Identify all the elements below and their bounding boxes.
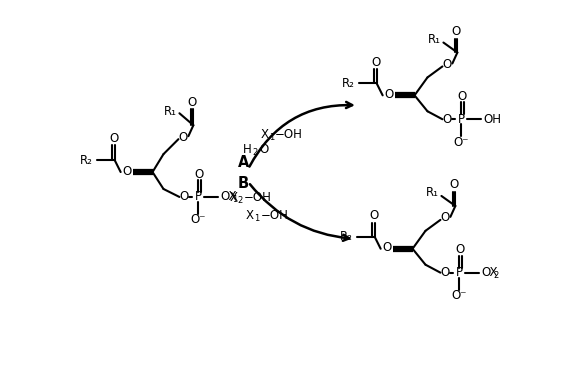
Text: OH: OH <box>483 113 501 126</box>
Text: O: O <box>259 143 268 156</box>
Text: O: O <box>122 164 132 178</box>
Text: O: O <box>369 210 378 222</box>
Text: O: O <box>371 56 380 69</box>
Text: P: P <box>458 113 465 126</box>
Text: P: P <box>456 266 463 279</box>
Text: 1: 1 <box>232 195 237 204</box>
Text: O: O <box>441 266 450 279</box>
Text: O: O <box>180 190 189 203</box>
Text: −OH: −OH <box>244 192 272 204</box>
Text: O: O <box>443 58 452 71</box>
Text: R₁: R₁ <box>428 33 441 46</box>
Text: B: B <box>237 175 249 190</box>
Text: OX: OX <box>220 190 237 203</box>
Text: 2: 2 <box>237 196 243 206</box>
Text: OX: OX <box>481 266 498 279</box>
Text: O: O <box>450 178 459 192</box>
Text: R₂: R₂ <box>340 230 353 243</box>
Text: O: O <box>443 113 452 126</box>
Text: R₁: R₁ <box>426 186 439 199</box>
Text: O: O <box>382 241 391 254</box>
Text: X: X <box>229 192 237 204</box>
Text: O: O <box>456 243 465 256</box>
Text: 2: 2 <box>493 270 498 280</box>
Text: X: X <box>246 210 254 222</box>
Text: O⁻: O⁻ <box>452 289 467 302</box>
Text: 1: 1 <box>269 133 275 142</box>
Text: R₁: R₁ <box>164 105 177 118</box>
Text: O: O <box>457 90 467 103</box>
Text: O: O <box>109 132 118 145</box>
Text: R₂: R₂ <box>80 153 93 167</box>
Text: R₂: R₂ <box>342 77 355 90</box>
Text: O⁻: O⁻ <box>190 213 206 226</box>
Text: X: X <box>261 128 269 141</box>
Text: O⁻: O⁻ <box>453 136 469 149</box>
Text: H: H <box>243 143 251 156</box>
Text: −OH: −OH <box>261 210 289 222</box>
Text: 1: 1 <box>254 214 260 224</box>
Text: O: O <box>452 25 461 38</box>
Text: O: O <box>384 88 393 101</box>
Text: O: O <box>179 131 188 143</box>
Text: O: O <box>188 96 197 109</box>
Text: O: O <box>195 168 204 181</box>
Text: A: A <box>237 155 249 170</box>
Text: P: P <box>195 190 202 203</box>
Text: 2: 2 <box>253 148 258 157</box>
Text: −OH: −OH <box>275 128 303 141</box>
Text: O: O <box>441 211 450 224</box>
